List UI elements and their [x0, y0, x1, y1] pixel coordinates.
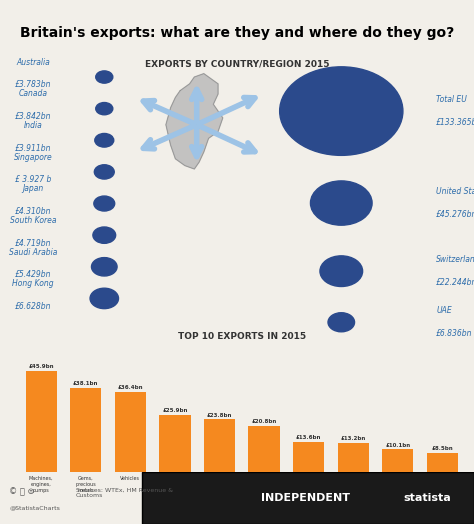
Text: Britain's exports: what are they and where do they go?: Britain's exports: what are they and whe… [20, 26, 454, 40]
Text: £36.4bn: £36.4bn [118, 385, 143, 390]
Circle shape [90, 288, 118, 309]
Bar [293, 442, 324, 472]
Bar [159, 415, 191, 472]
Text: £6.836bn: £6.836bn [436, 329, 473, 338]
Text: £3.911bn: £3.911bn [15, 144, 52, 152]
Circle shape [280, 67, 403, 156]
Bar [427, 453, 458, 472]
Text: Total EU: Total EU [436, 95, 467, 104]
Text: @StatistaCharts: @StatistaCharts [9, 506, 60, 511]
Text: Electronic
equipment: Electronic equipment [251, 476, 277, 487]
Text: Medical,
technical
equipment: Medical, technical equipment [340, 476, 366, 493]
Circle shape [95, 134, 114, 147]
Text: Vehicles: Vehicles [120, 476, 140, 481]
Polygon shape [166, 74, 223, 169]
Circle shape [93, 227, 116, 243]
Text: Canada: Canada [18, 90, 48, 99]
Text: United States: United States [436, 187, 474, 196]
Text: Machines,
engines,
pumps: Machines, engines, pumps [29, 476, 54, 493]
Text: India: India [24, 121, 43, 130]
Text: £3.842bn: £3.842bn [15, 112, 52, 121]
Circle shape [94, 165, 114, 179]
Text: Gems,
precious
metals: Gems, precious metals [75, 476, 96, 493]
Text: INDEPENDENT: INDEPENDENT [261, 493, 350, 503]
Circle shape [320, 256, 363, 287]
Text: Plastics: Plastics [433, 476, 451, 481]
Text: UAE: UAE [436, 307, 452, 315]
Text: EXPORTS BY COUNTRY/REGION 2015: EXPORTS BY COUNTRY/REGION 2015 [145, 60, 329, 69]
Bar [204, 419, 235, 472]
Text: Pharmaceuticals: Pharmaceuticals [155, 476, 195, 481]
Text: Hong Kong: Hong Kong [12, 279, 54, 288]
Text: £133.365bn: £133.365bn [436, 118, 474, 127]
Text: Singapore: Singapore [14, 152, 53, 162]
Circle shape [96, 103, 113, 115]
Text: © ⓘ ⊜: © ⓘ ⊜ [9, 487, 35, 496]
Bar [382, 450, 413, 472]
Bar [337, 443, 369, 472]
Text: TOP 10 EXPORTS IN 2015: TOP 10 EXPORTS IN 2015 [178, 332, 306, 342]
Bar [26, 371, 57, 472]
Text: £4.310bn: £4.310bn [15, 207, 52, 216]
Circle shape [310, 181, 372, 225]
Text: Aircraft,
spacecraft: Aircraft, spacecraft [296, 476, 321, 487]
Text: £3.783bn: £3.783bn [15, 81, 52, 90]
Text: £20.8bn: £20.8bn [251, 419, 277, 424]
Text: £45.9bn: £45.9bn [28, 364, 54, 369]
Text: Australia: Australia [16, 58, 50, 67]
Text: £38.1bn: £38.1bn [73, 381, 99, 386]
Text: £23.8bn: £23.8bn [207, 413, 232, 418]
Text: South Korea: South Korea [10, 216, 56, 225]
Circle shape [94, 196, 115, 211]
Text: Japan: Japan [23, 184, 44, 193]
Text: £ 3.927 b: £ 3.927 b [15, 176, 51, 184]
Text: £22.244bn: £22.244bn [436, 278, 474, 287]
Text: £4.719bn: £4.719bn [15, 238, 52, 247]
Text: £10.1bn: £10.1bn [385, 443, 410, 447]
Text: Oil: Oil [216, 476, 223, 481]
Bar [70, 388, 101, 472]
Text: £45.276bn: £45.276bn [436, 210, 474, 219]
Text: £13.2bn: £13.2bn [340, 436, 366, 441]
Text: £25.9bn: £25.9bn [162, 408, 188, 413]
Bar [115, 392, 146, 472]
Circle shape [91, 258, 117, 276]
Text: £13.6bn: £13.6bn [296, 435, 321, 440]
Text: statista: statista [403, 493, 451, 503]
Text: Switzerland: Switzerland [436, 255, 474, 264]
Text: Saudi Arabia: Saudi Arabia [9, 247, 57, 257]
Text: £8.5bn: £8.5bn [431, 446, 453, 451]
Circle shape [96, 71, 113, 83]
Text: £5.429bn: £5.429bn [15, 270, 52, 279]
Text: Sources: WTEx, HM Revenue &
Customs: Sources: WTEx, HM Revenue & Customs [76, 487, 173, 498]
Text: Organic
chemicals: Organic chemicals [385, 476, 410, 487]
Text: £6.628bn: £6.628bn [15, 302, 52, 311]
Bar [248, 426, 280, 472]
FancyBboxPatch shape [142, 472, 474, 524]
Circle shape [328, 313, 355, 332]
